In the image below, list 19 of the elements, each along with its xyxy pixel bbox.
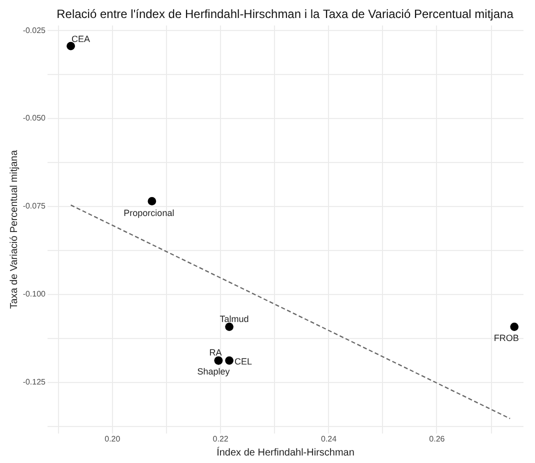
y-tick-label: -0.025: [22, 26, 46, 35]
annotation: CEA: [72, 34, 90, 44]
y-tick-label: -0.125: [22, 378, 46, 386]
annotation: RA: [209, 348, 222, 358]
chart-title: Relació entre l'índex de Herfindahl-Hirschman i la Taxa de Variació Percentual mitjana: [56, 7, 514, 21]
y-tick-label: -0.050: [22, 114, 46, 123]
annotation: Proporcional: [124, 208, 174, 218]
x-tick-label: 0.24: [320, 434, 338, 444]
x-tick-label: 0.20: [104, 434, 121, 444]
y-axis-title: Taxa de Variació Percentual mitjana: [8, 150, 20, 309]
x-tick-label: 0.26: [429, 434, 446, 444]
annotation: FROB: [494, 332, 519, 343]
x-axis-title: Índex de Herfindahl-Hirschman: [216, 446, 354, 458]
annotation: CEL: [234, 356, 252, 367]
y-tick-label: -0.100: [22, 290, 46, 299]
x-tick-label: 0.22: [212, 434, 229, 444]
annotation: Shapley: [197, 366, 230, 377]
annotation: Talmud: [220, 314, 249, 324]
y-tick-label: -0.075: [22, 202, 46, 211]
